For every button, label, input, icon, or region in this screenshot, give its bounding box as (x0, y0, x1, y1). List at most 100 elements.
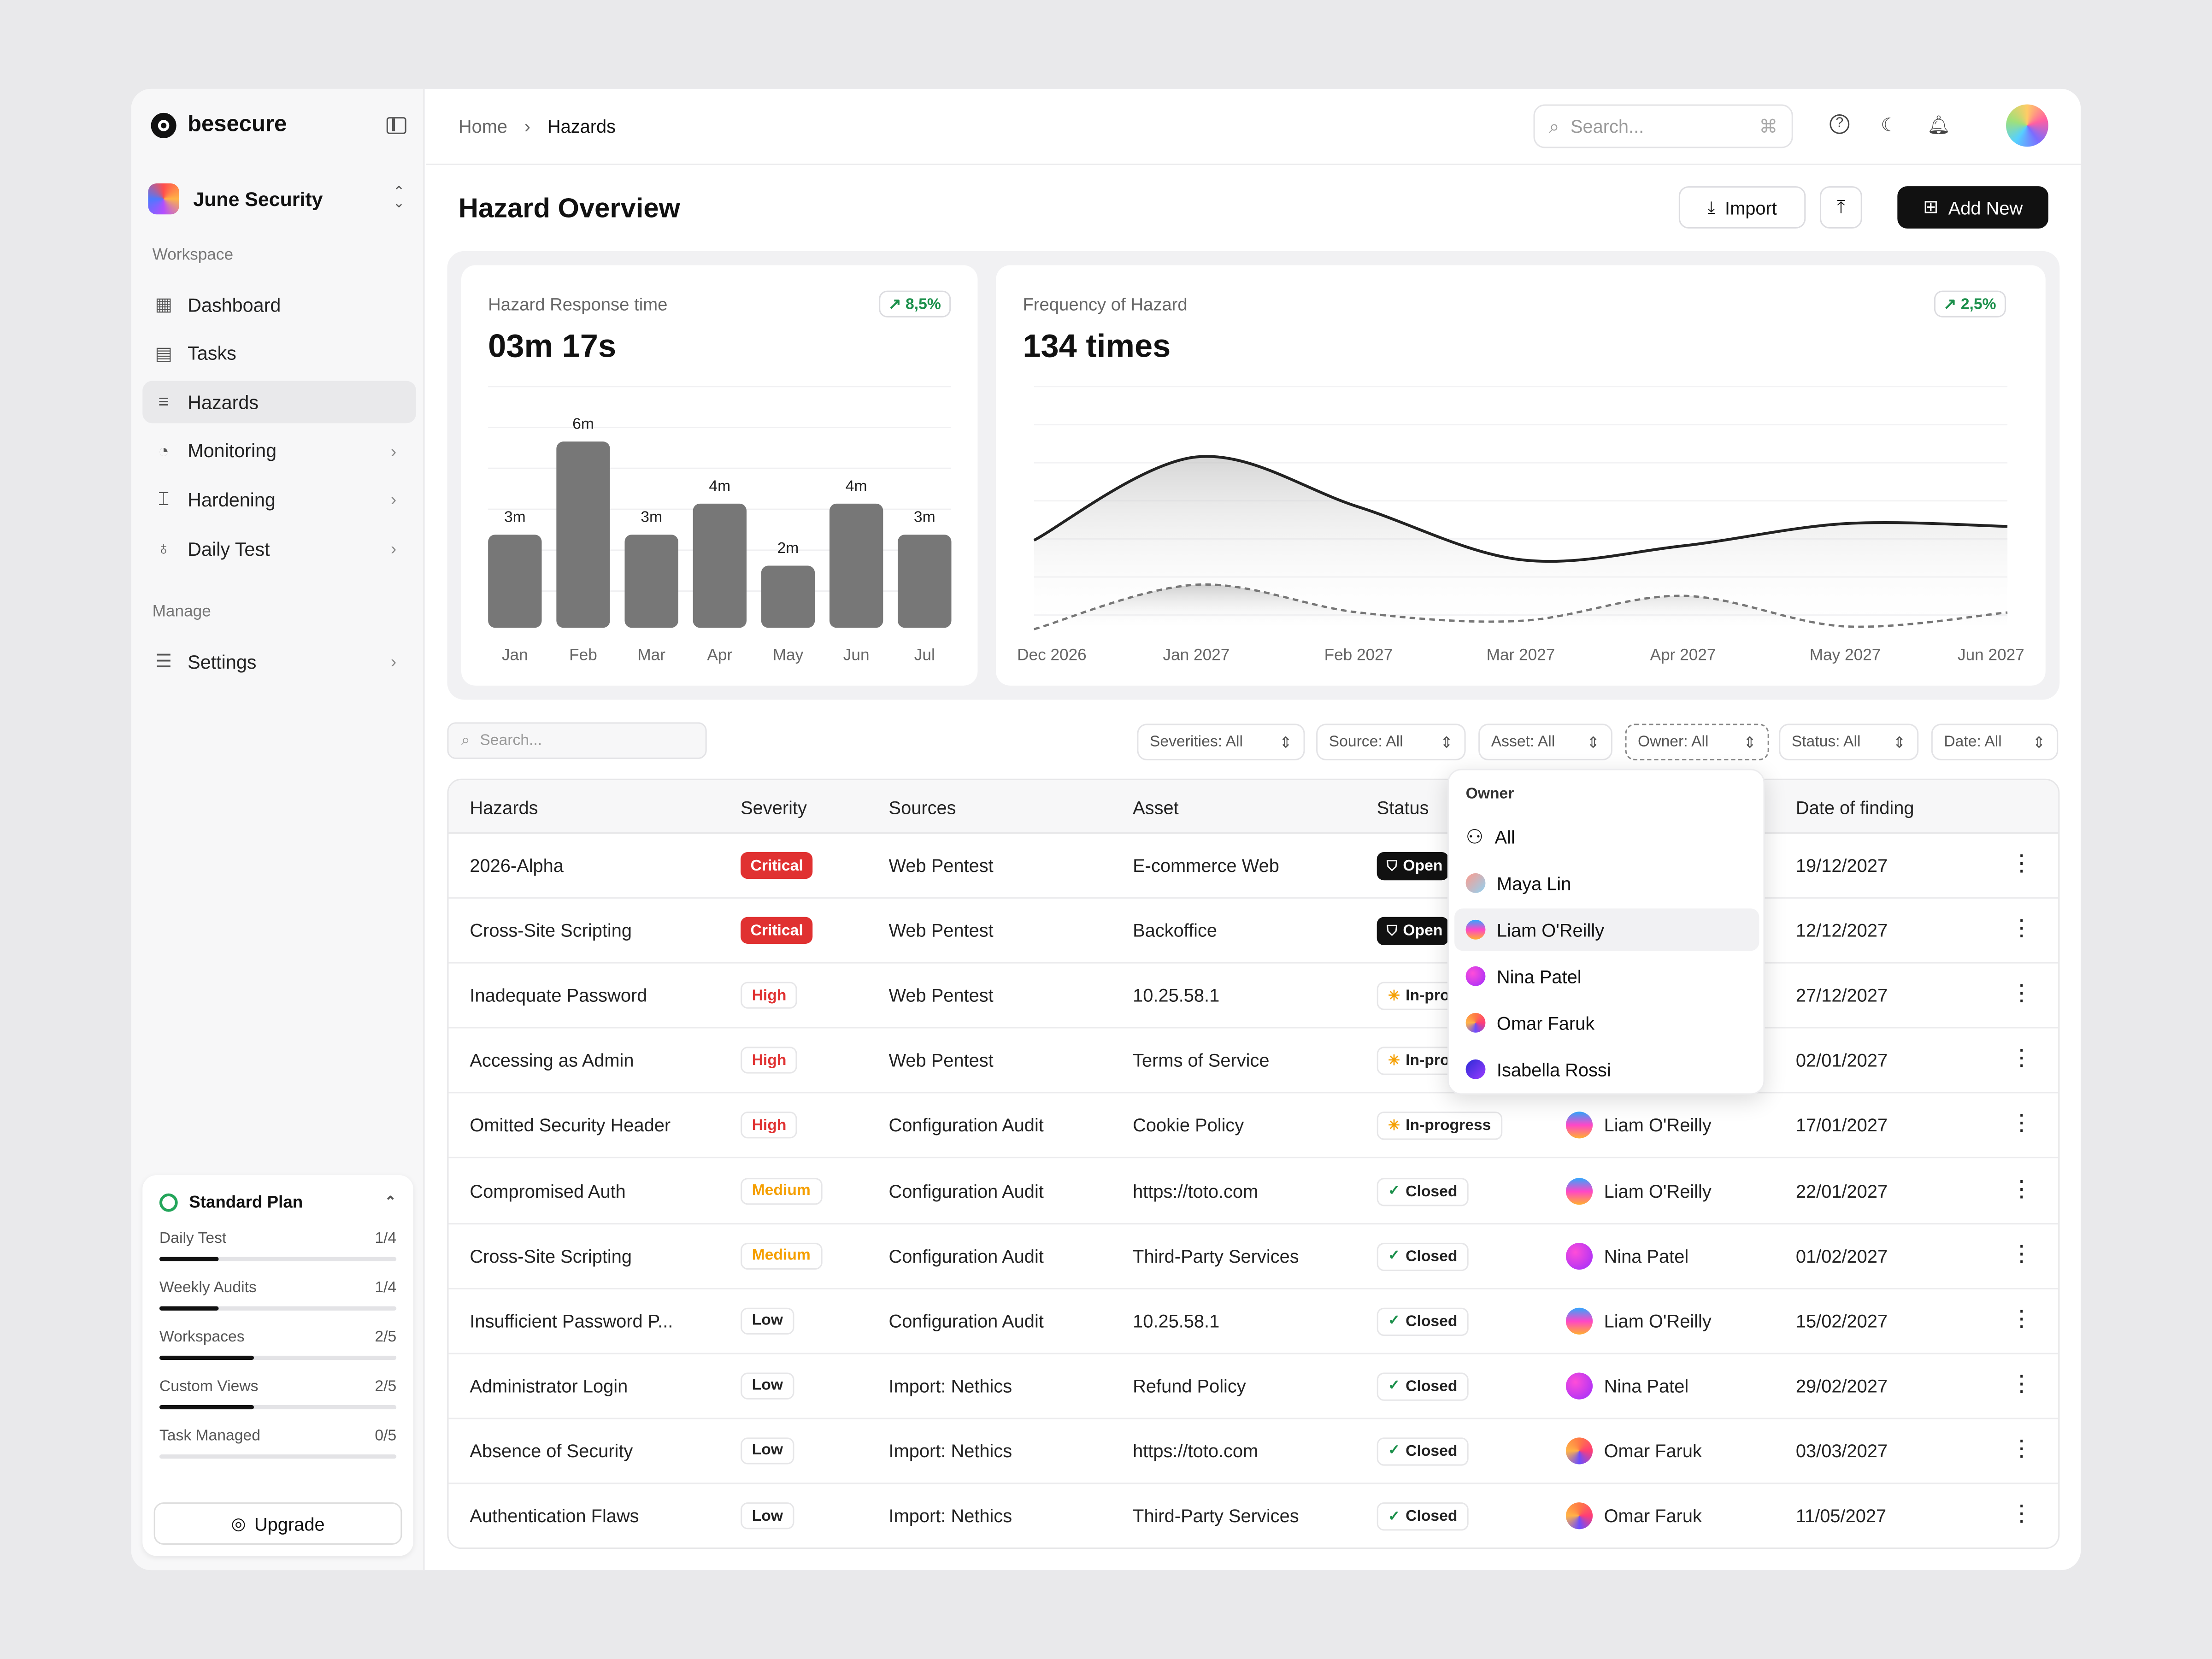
table-row[interactable]: Cross-Site Scripting Medium Configuration … (448, 1224, 2059, 1289)
response-time-card: Hazard Response time 03m 17s ↗ 8,5% 3m Ja… (461, 265, 978, 686)
owner-option[interactable]: Isabella Rossi (1454, 1048, 1759, 1090)
owner-avatar (1465, 1012, 1486, 1033)
logo[interactable]: besecure (151, 112, 287, 138)
owner-option[interactable]: Maya Lin (1454, 862, 1759, 904)
more-vertical-icon[interactable]: ⋮ (2010, 1047, 2033, 1071)
chevron-up-icon[interactable]: ⌃ (384, 1194, 397, 1210)
sidebar-item-dashboard[interactable]: ▦ Dashboard (142, 283, 416, 326)
bar-jul[interactable] (898, 535, 952, 628)
user-avatar[interactable] (2006, 104, 2048, 147)
usage-row: Daily Test 1/4 (159, 1230, 396, 1247)
filter-asset[interactable]: Asset: All ⇕ (1478, 724, 1612, 760)
series-line-1[interactable] (1033, 455, 2008, 563)
upgrade-button[interactable]: ◎ Upgrade (153, 1502, 402, 1545)
table-row[interactable]: Administrator Login Low Import: Nethics Ref… (448, 1354, 2059, 1419)
usage-bar (159, 1454, 397, 1459)
bar-feb[interactable] (556, 441, 610, 628)
table-row[interactable]: 2026-Alpha Critical Web Pentest E-commerce … (448, 834, 2059, 899)
sidebar-item-monitoring[interactable]: ◔ Monitoring › (142, 430, 416, 472)
help-icon[interactable]: ? (1830, 114, 1850, 134)
column-header-hazards[interactable]: Hazards (470, 797, 538, 818)
column-header-status[interactable]: Status (1377, 797, 1429, 818)
hazard-name[interactable]: Inadequate Password (470, 985, 647, 1006)
table-row[interactable]: Compromised Auth Medium Configuration Audi… (448, 1159, 2059, 1224)
export-button[interactable]: ⤒ (1819, 186, 1862, 229)
moon-icon[interactable]: ☾ (1881, 114, 1897, 135)
add-new-button[interactable]: ⊞ Add New (1897, 186, 2048, 229)
bar-mar[interactable] (624, 535, 678, 628)
table-row[interactable]: Insufficient Password P... Low Configurati… (448, 1289, 2059, 1354)
hazard-name[interactable]: Insufficient Password P... (470, 1310, 673, 1331)
more-vertical-icon[interactable]: ⋮ (2010, 852, 2033, 877)
status-closed-icon: ✓ (1388, 1508, 1400, 1524)
more-vertical-icon[interactable]: ⋮ (2010, 1437, 2033, 1462)
date-cell: 19/12/2027 (1795, 855, 1888, 877)
hazard-name[interactable]: 2026-Alpha (470, 855, 564, 877)
hazard-name[interactable]: Compromised Auth (470, 1180, 626, 1201)
more-vertical-icon[interactable]: ⋮ (2010, 1177, 2033, 1201)
hazard-name[interactable]: Accessing as Admin (470, 1050, 634, 1071)
table-search[interactable]: ⌕ Search... (447, 722, 707, 759)
source-cell: Import: Nethics (888, 1375, 1012, 1396)
filter-status[interactable]: Status: All ⇕ (1779, 724, 1919, 760)
table-row[interactable]: Omitted Security Header High Configuration… (448, 1094, 2059, 1159)
usage-bar-fill (159, 1405, 254, 1410)
table-row[interactable]: Absence of Security Low Import: Nethics htt… (448, 1419, 2059, 1484)
hazard-name[interactable]: Omitted Security Header (470, 1115, 671, 1136)
hazard-name[interactable]: Cross-Site Scripting (470, 1245, 632, 1266)
owner-option[interactable]: Omar Faruk (1454, 1001, 1759, 1044)
bar-may[interactable] (761, 565, 815, 628)
column-header-severity[interactable]: Severity (741, 797, 807, 818)
filter-source[interactable]: Source: All ⇕ (1316, 724, 1466, 760)
table-row[interactable]: Cross-Site Scripting Critical Web Pentest B… (448, 899, 2059, 964)
global-search[interactable]: ⌕ Search... ⌘ (1533, 104, 1793, 148)
sidebar-item-tasks[interactable]: ▤ Tasks (142, 332, 416, 375)
sidebar: besecure June Security ⌃ ⌄ Workspace ▦ Das… (131, 88, 425, 1571)
chevron-updown-icon: ⌃ ⌄ (393, 185, 405, 212)
hazard-name[interactable]: Absence of Security (470, 1440, 633, 1462)
table-row[interactable]: Accessing as Admin High Web Pentest Terms o… (448, 1029, 2059, 1094)
column-header-sources[interactable]: Sources (888, 797, 956, 818)
filter-severities[interactable]: Severities: All ⇕ (1137, 724, 1305, 760)
more-vertical-icon[interactable]: ⋮ (2010, 1372, 2033, 1396)
plan-header[interactable]: Standard Plan ⌃ (159, 1192, 396, 1212)
sidebar-item-daily-test[interactable]: ♁ Daily Test › (142, 528, 416, 570)
series-line-2[interactable] (1034, 583, 2008, 630)
hazard-name[interactable]: Cross-Site Scripting (470, 920, 632, 941)
workspace-switcher[interactable]: June Security ⌃ ⌄ (148, 176, 405, 222)
owner-avatar (1465, 966, 1486, 986)
trend-badge: ↗ 2,5% (1933, 290, 2006, 318)
breadcrumb-home[interactable]: Home (458, 116, 508, 137)
sidebar-item-settings[interactable]: ☰ Settings › (142, 641, 416, 683)
filter-owner[interactable]: Owner: All ⇕ (1625, 724, 1769, 760)
owner-option[interactable]: ⚇ All (1454, 815, 1759, 858)
more-vertical-icon[interactable]: ⋮ (2010, 1307, 2033, 1331)
bar-jun[interactable] (829, 503, 883, 628)
hazard-name[interactable]: Authentication Flaws (470, 1505, 639, 1527)
more-vertical-icon[interactable]: ⋮ (2010, 1502, 2033, 1527)
more-vertical-icon[interactable]: ⋮ (2010, 982, 2033, 1006)
column-header-date-of-finding[interactable]: Date of finding (1795, 797, 1914, 818)
owner-name: Liam O'Reilly (1604, 1180, 1712, 1201)
table-row[interactable]: Inadequate Password High Web Pentest 10.25.… (448, 964, 2059, 1029)
usage-bar (159, 1257, 397, 1261)
owner-option[interactable]: Nina Patel (1454, 955, 1759, 997)
column-header-asset[interactable]: Asset (1133, 797, 1179, 818)
bar-jan[interactable] (488, 535, 542, 628)
bar-apr[interactable] (693, 503, 747, 628)
x-tick-label: Jan 2027 (1163, 646, 1230, 664)
more-vertical-icon[interactable]: ⋮ (2010, 917, 2033, 941)
hazard-name[interactable]: Administrator Login (470, 1375, 628, 1396)
import-button[interactable]: ⤓ Import (1678, 186, 1806, 229)
table-row[interactable]: Authentication Flaws Low Import: Nethics Th… (448, 1484, 2058, 1547)
status-closed-icon: ✓ (1388, 1183, 1400, 1200)
sidebar-item-hardening[interactable]: ⌶ Hardening › (142, 479, 416, 521)
filter-date[interactable]: Date: All ⇕ (1931, 724, 2059, 760)
bell-icon[interactable]: 🔔︎ (1927, 114, 1951, 135)
owner-option[interactable]: Liam O'Reilly (1454, 908, 1759, 951)
more-vertical-icon[interactable]: ⋮ (2010, 1112, 2033, 1136)
status-open-icon: ⛉ (1387, 858, 1398, 874)
sidebar-item-hazards[interactable]: ≡ Hazards (142, 381, 417, 424)
sidebar-toggle-icon[interactable] (386, 117, 406, 134)
more-vertical-icon[interactable]: ⋮ (2010, 1242, 2033, 1266)
